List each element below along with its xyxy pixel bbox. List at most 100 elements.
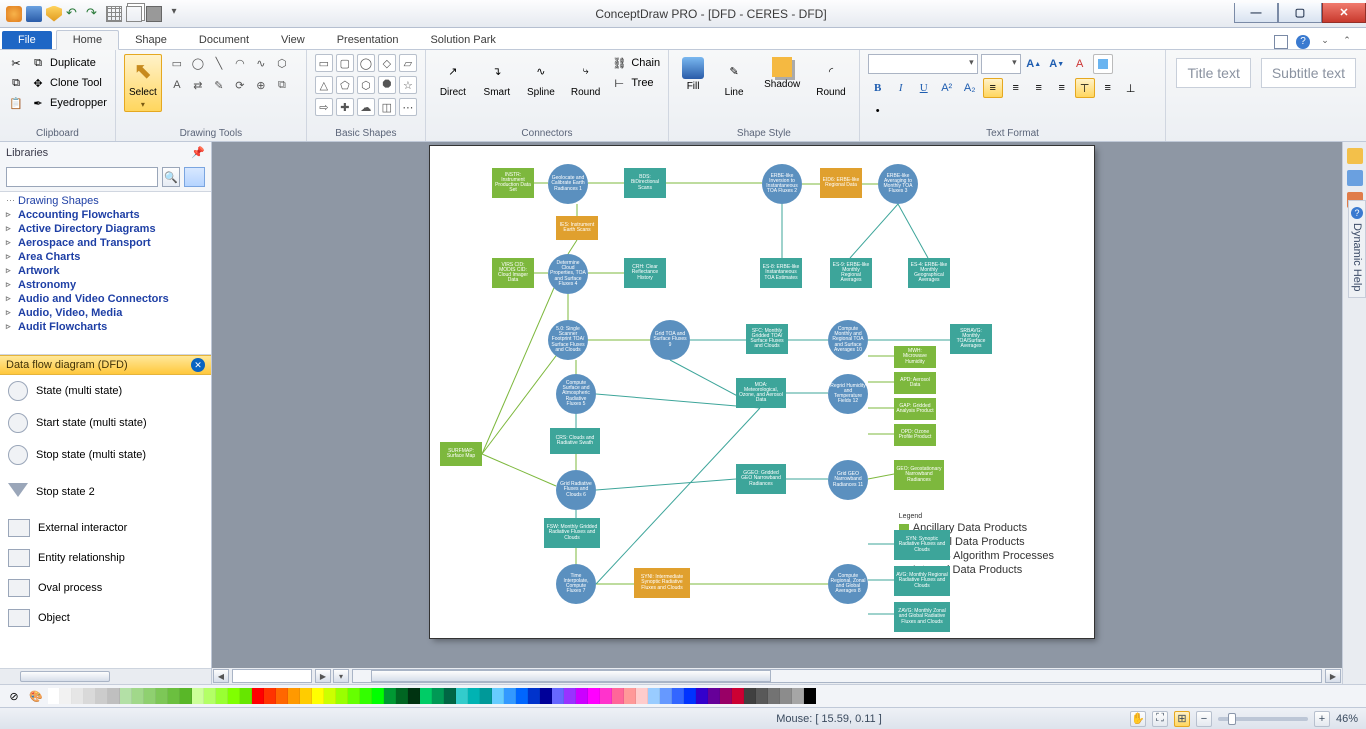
dfd-process[interactable]: Compute Surface and Atmospheric Radiativ… bbox=[556, 374, 596, 414]
color-swatch[interactable] bbox=[468, 688, 480, 704]
stencil-item[interactable]: Entity relationship bbox=[0, 543, 211, 573]
valign-mid[interactable]: ≡ bbox=[1098, 78, 1118, 98]
color-swatch[interactable] bbox=[360, 688, 372, 704]
color-swatch[interactable] bbox=[780, 688, 792, 704]
duplicate-button[interactable]: ⧉Duplicate bbox=[30, 54, 107, 72]
tree-item[interactable]: Aerospace and Transport bbox=[4, 236, 207, 250]
panel-hscroll[interactable] bbox=[0, 668, 211, 684]
minimize-button[interactable]: — bbox=[1234, 3, 1278, 23]
color-swatch[interactable] bbox=[648, 688, 660, 704]
italic[interactable]: I bbox=[891, 78, 911, 98]
tree-item[interactable]: Audio and Video Connectors bbox=[4, 292, 207, 306]
color-swatch[interactable] bbox=[792, 688, 804, 704]
color-swatch[interactable] bbox=[528, 688, 540, 704]
expand-ribbon-icon[interactable]: ⌃ bbox=[1340, 35, 1354, 49]
sh-diamond[interactable]: ◇ bbox=[378, 54, 396, 72]
conn-tree[interactable]: ⊢Tree bbox=[611, 74, 660, 92]
color-swatch[interactable] bbox=[720, 688, 732, 704]
subscript[interactable]: A₂ bbox=[960, 78, 980, 98]
conn-chain[interactable]: ⛓Chain bbox=[611, 54, 660, 72]
canvas[interactable]: LegendAncillary Data ProductsArchival Da… bbox=[212, 142, 1342, 668]
sh-ellipse[interactable]: ◯ bbox=[357, 54, 375, 72]
zoom-slider[interactable] bbox=[1218, 717, 1308, 721]
pin-icon[interactable]: 📌 bbox=[191, 146, 205, 159]
dfd-rect[interactable]: SYN: Synoptic Radiative Fluxes and Cloud… bbox=[894, 530, 950, 560]
dfd-rect[interactable]: ES-9: ERBE-like Monthly Regional Average… bbox=[830, 258, 872, 288]
title-placeholder[interactable]: Title text bbox=[1176, 58, 1250, 88]
tab-document[interactable]: Document bbox=[183, 31, 265, 49]
color-swatch[interactable] bbox=[756, 688, 768, 704]
align-right[interactable]: ≡ bbox=[1029, 78, 1049, 98]
color-swatch[interactable] bbox=[660, 688, 672, 704]
dynamic-help-tab[interactable]: ?Dynamic Help bbox=[1348, 200, 1366, 298]
conn-spline[interactable]: ∿Spline bbox=[522, 54, 560, 101]
grid-icon[interactable] bbox=[106, 6, 122, 22]
align-center[interactable]: ≡ bbox=[1006, 78, 1026, 98]
bezier-tool[interactable]: ∿ bbox=[252, 54, 270, 72]
tree-item[interactable]: Drawing Shapes bbox=[4, 194, 207, 208]
dfd-rect[interactable]: VIRS CID: MODIS CID: Cloud Imager Data bbox=[492, 258, 534, 288]
stencil-list[interactable]: State (multi state)Start state (multi st… bbox=[0, 375, 211, 668]
ellipse-tool[interactable]: ◯ bbox=[189, 54, 207, 72]
stencil-header[interactable]: Data flow diagram (DFD) ✕ bbox=[0, 355, 211, 375]
color-swatch[interactable] bbox=[384, 688, 396, 704]
dfd-rect[interactable]: CRH: Clear Reflectance History bbox=[624, 258, 666, 288]
bold[interactable]: B bbox=[868, 78, 888, 98]
maximize-button[interactable]: ▢ bbox=[1278, 3, 1322, 23]
color-swatch[interactable] bbox=[84, 688, 96, 704]
color-swatch[interactable] bbox=[612, 688, 624, 704]
sh-rect[interactable]: ▭ bbox=[315, 54, 333, 72]
hand-tool[interactable]: ✋ bbox=[1130, 711, 1146, 727]
rect-tool[interactable]: ▭ bbox=[168, 54, 186, 72]
sh-callout[interactable]: ◫ bbox=[378, 98, 396, 116]
shrink-font[interactable]: A▼ bbox=[1047, 54, 1067, 74]
rr2-icon[interactable] bbox=[1347, 170, 1363, 186]
subtitle-placeholder[interactable]: Subtitle text bbox=[1261, 58, 1356, 88]
color-swatch[interactable] bbox=[696, 688, 708, 704]
dfd-rect[interactable]: GAP: Gridded Analysis Product bbox=[894, 398, 936, 420]
dfd-process[interactable]: ERBE-like Averaging to Monthly TOA Fluxe… bbox=[878, 164, 918, 204]
sh-cloud[interactable]: ☁ bbox=[357, 98, 375, 116]
snap-tool[interactable]: ⊞ bbox=[1174, 711, 1190, 727]
sh-tri[interactable]: △ bbox=[315, 76, 333, 94]
window-list-icon[interactable] bbox=[1274, 35, 1288, 49]
dfd-process[interactable]: Grid Radiative Fluxes and Clouds 6 bbox=[556, 470, 596, 510]
align-just[interactable]: ≡ bbox=[1052, 78, 1072, 98]
rotate-tool[interactable]: ⟳ bbox=[231, 76, 249, 94]
dfd-rect[interactable]: FSW: Monthly Gridded Radiative Fluxes an… bbox=[544, 518, 600, 548]
color-swatch[interactable] bbox=[492, 688, 504, 704]
dfd-process[interactable]: Compute Regional, Zonal and Global Avera… bbox=[828, 564, 868, 604]
color-swatch[interactable] bbox=[276, 688, 288, 704]
dfd-rect[interactable]: INSTR: Instrument Production Data Set bbox=[492, 168, 534, 198]
dfd-rect[interactable]: APD: Aerosol Data bbox=[894, 372, 936, 394]
sh-hex[interactable]: ⬡ bbox=[357, 76, 375, 94]
tree-item[interactable]: Audit Flowcharts bbox=[4, 320, 207, 334]
line-button[interactable]: ✎Line bbox=[715, 54, 753, 101]
dfd-process[interactable]: Grid TOA and Surface Fluxes 9 bbox=[650, 320, 690, 360]
close-button[interactable]: ✕ bbox=[1322, 3, 1366, 23]
scroll-right[interactable]: ▶ bbox=[1325, 669, 1341, 683]
color-swatch[interactable] bbox=[156, 688, 168, 704]
tree-item[interactable]: Area Charts bbox=[4, 250, 207, 264]
conn-round[interactable]: ⤷Round bbox=[566, 54, 605, 101]
color-swatch[interactable] bbox=[504, 688, 516, 704]
fill-button[interactable]: Fill bbox=[677, 54, 709, 95]
dfd-rect[interactable]: SYNI: Intermediate Synoptic Radiative Fl… bbox=[634, 568, 690, 598]
dfd-rect[interactable]: ES-8: ERBE-like Instantaneous TOA Estima… bbox=[760, 258, 802, 288]
stencil-item[interactable]: Object bbox=[0, 603, 211, 633]
palette-tool[interactable]: 🎨 bbox=[26, 687, 46, 705]
color-swatch[interactable] bbox=[48, 688, 60, 704]
edit-tool[interactable]: ✎ bbox=[210, 76, 228, 94]
grow-font[interactable]: A▲ bbox=[1024, 54, 1044, 74]
color-swatch[interactable] bbox=[516, 688, 528, 704]
dfd-rect[interactable]: ZAVG: Monthly Zonal and Global Radiative… bbox=[894, 602, 950, 632]
stencil-item[interactable]: Start state (multi state) bbox=[0, 407, 211, 439]
help-icon[interactable]: ? bbox=[1296, 35, 1310, 49]
shadow-button[interactable]: Shadow bbox=[759, 54, 805, 93]
library-tree[interactable]: Drawing ShapesAccounting FlowchartsActiv… bbox=[0, 191, 211, 355]
valign-top[interactable]: ⊤ bbox=[1075, 78, 1095, 98]
paste-button[interactable]: 📋 bbox=[8, 94, 24, 112]
color-swatch[interactable] bbox=[576, 688, 588, 704]
close-stencil[interactable]: ✕ bbox=[191, 358, 205, 372]
color-swatch[interactable] bbox=[420, 688, 432, 704]
